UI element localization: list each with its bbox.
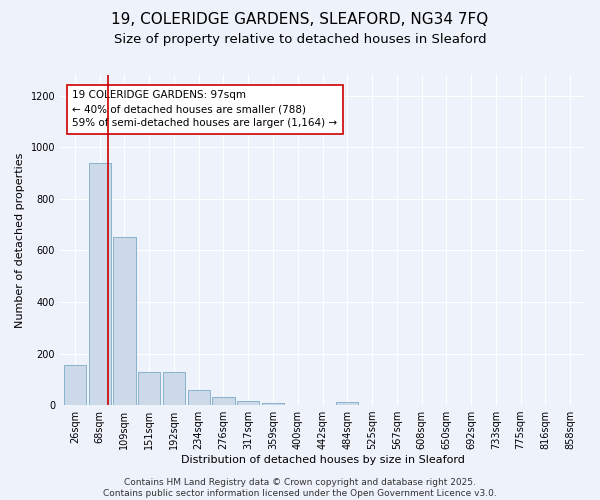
Bar <box>336 402 358 405</box>
Bar <box>89 162 111 405</box>
X-axis label: Distribution of detached houses by size in Sleaford: Distribution of detached houses by size … <box>181 455 464 465</box>
Bar <box>163 372 185 405</box>
Bar <box>237 401 259 405</box>
Text: 19, COLERIDGE GARDENS, SLEAFORD, NG34 7FQ: 19, COLERIDGE GARDENS, SLEAFORD, NG34 7F… <box>112 12 488 28</box>
Text: Contains HM Land Registry data © Crown copyright and database right 2025.
Contai: Contains HM Land Registry data © Crown c… <box>103 478 497 498</box>
Bar <box>188 390 210 405</box>
Bar <box>138 372 160 405</box>
Text: 19 COLERIDGE GARDENS: 97sqm
← 40% of detached houses are smaller (788)
59% of se: 19 COLERIDGE GARDENS: 97sqm ← 40% of det… <box>73 90 338 128</box>
Bar <box>262 402 284 405</box>
Bar <box>64 365 86 405</box>
Text: Size of property relative to detached houses in Sleaford: Size of property relative to detached ho… <box>113 32 487 46</box>
Y-axis label: Number of detached properties: Number of detached properties <box>15 152 25 328</box>
Bar <box>113 238 136 405</box>
Bar <box>212 397 235 405</box>
